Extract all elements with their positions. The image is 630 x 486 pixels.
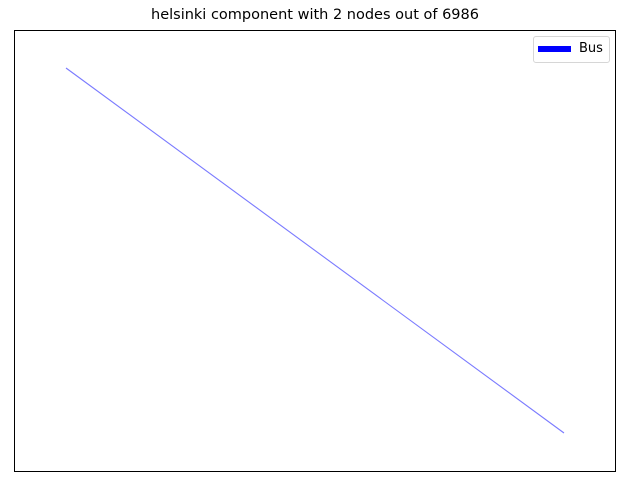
edge-bus-0 bbox=[65, 67, 565, 434]
figure-title: helsinki component with 2 nodes out of 6… bbox=[151, 7, 479, 23]
edge-layer bbox=[65, 67, 565, 434]
legend-label-bus: Bus bbox=[579, 41, 603, 56]
legend: Bus bbox=[533, 36, 610, 63]
legend-swatch-bus bbox=[538, 46, 571, 52]
